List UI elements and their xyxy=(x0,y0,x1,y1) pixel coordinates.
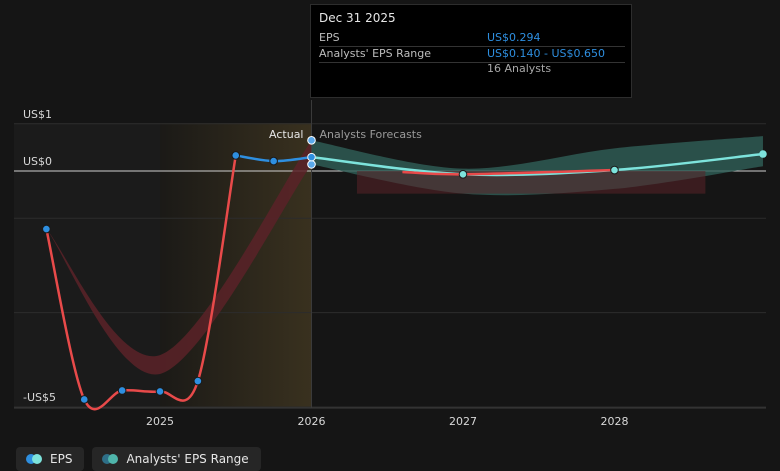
tooltip-eps-value: US$0.294 xyxy=(487,31,541,44)
legend-range-label: Analysts' EPS Range xyxy=(126,452,249,466)
tooltip-range-row: Analysts' EPS Range US$0.140 - US$0.650 xyxy=(319,46,625,63)
eps-line-forecast xyxy=(311,152,764,177)
x-tick-label-3: 2028 xyxy=(601,415,629,428)
x-tick-label-0: 2025 xyxy=(146,415,174,428)
y-tick-label-0: US$1 xyxy=(23,108,52,121)
tooltip-analysts: 16 Analysts xyxy=(487,62,552,75)
eps-point-6 xyxy=(269,156,278,166)
eps-point-4 xyxy=(193,376,203,386)
range-marker-1 xyxy=(307,136,316,145)
range-marker-0 xyxy=(307,160,316,169)
x-tick-label-2: 2027 xyxy=(449,415,477,428)
legend-eps-label: EPS xyxy=(50,452,73,466)
legend-eps[interactable]: EPS xyxy=(16,447,85,471)
tooltip-range-label: Analysts' EPS Range xyxy=(319,47,432,60)
eps-point-1 xyxy=(79,395,89,404)
forecast-point-0 xyxy=(458,170,468,179)
eps-point-2 xyxy=(117,386,127,395)
legend-range[interactable]: Analysts' EPS Range xyxy=(92,447,261,471)
eps-point-3 xyxy=(155,387,165,396)
y-tick-label-1: US$0 xyxy=(23,155,52,168)
eps-line-forecast-negative xyxy=(402,168,615,176)
eps-chart: US$1 US$0 -US$5 2025 2026 2027 2028 Actual Analy… xyxy=(14,100,767,428)
tooltip: Dec 31 2025 EPS US$0.294 Analysts' EPS R… xyxy=(310,4,632,98)
tooltip-eps-label: EPS xyxy=(319,31,340,44)
today-eps-marker xyxy=(307,152,316,162)
tooltip-range-value: US$0.140 - US$0.650 xyxy=(487,47,606,60)
x-tick-label-1: 2026 xyxy=(298,415,326,428)
legend: EPS Analysts' EPS Range xyxy=(16,447,261,471)
eps-line-actual-negative xyxy=(45,155,237,411)
legend-eps-icon xyxy=(26,454,42,464)
tooltip-date: Dec 31 2025 xyxy=(319,11,396,25)
legend-range-icon xyxy=(102,454,119,464)
tooltip-eps-row: EPS US$0.294 xyxy=(319,30,625,47)
y-tick-label-2: -US$5 xyxy=(23,391,56,404)
forecast-point-1 xyxy=(610,165,619,175)
past-period-band xyxy=(160,123,312,408)
forecasts-label: Analysts Forecasts xyxy=(320,128,423,141)
forecast-point-end xyxy=(759,150,767,158)
eps-point-5 xyxy=(231,151,241,160)
range-band-forecast-negative xyxy=(356,171,706,194)
eps-point-0 xyxy=(42,224,51,234)
actual-label: Actual xyxy=(269,128,303,141)
